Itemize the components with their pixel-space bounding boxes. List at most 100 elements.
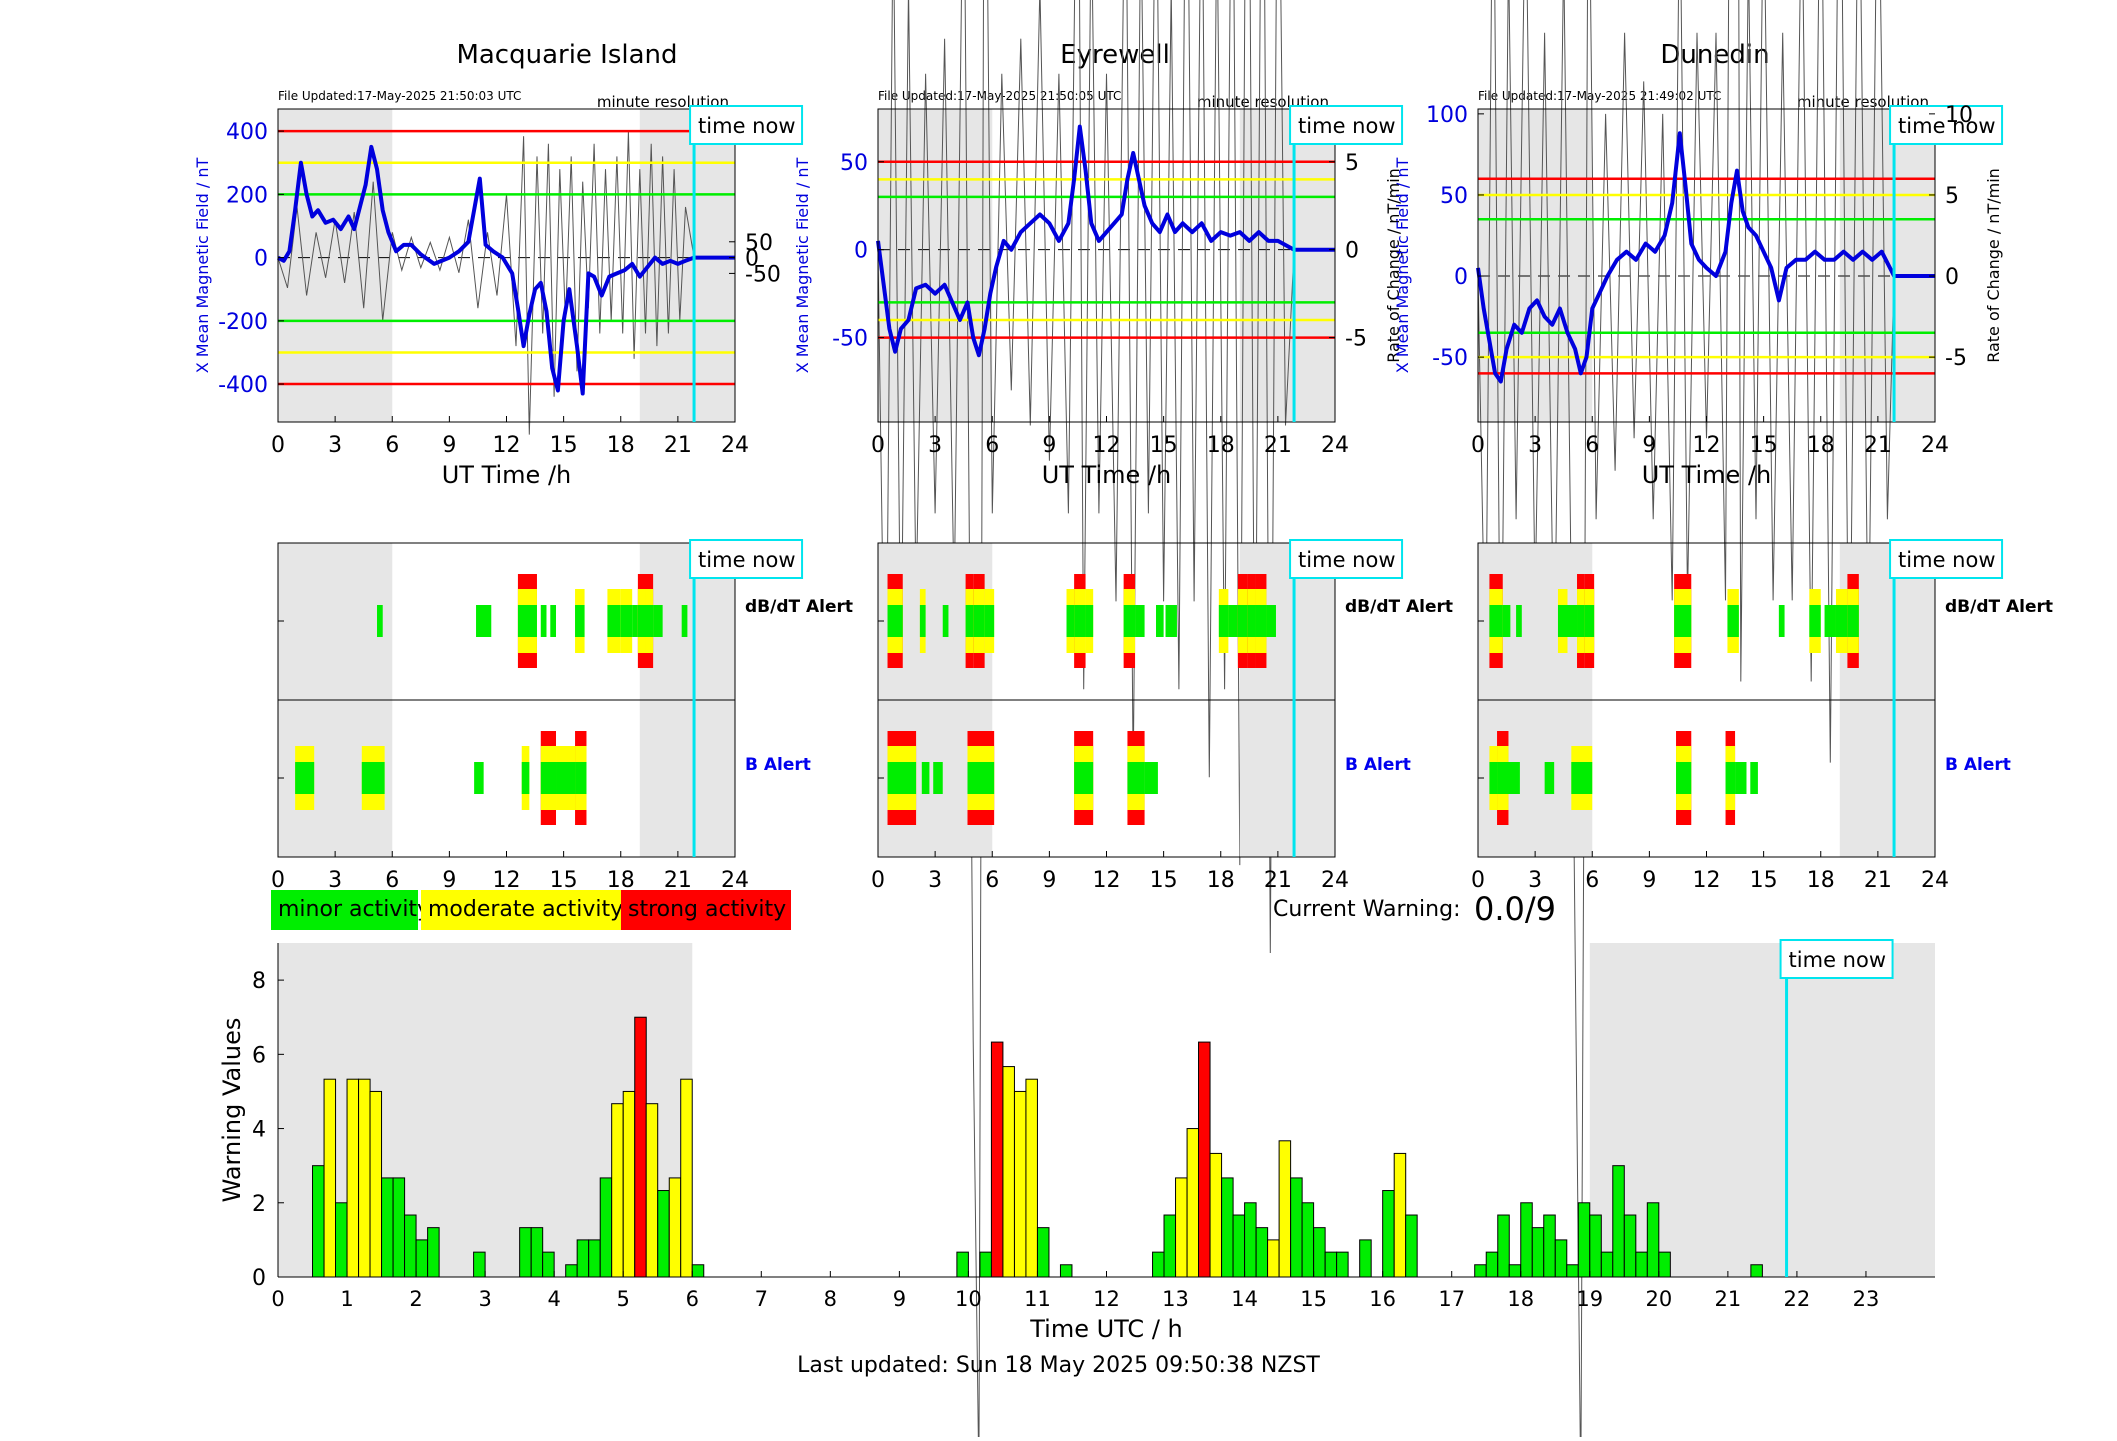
b-alert-minor — [967, 762, 995, 794]
warning-bar — [611, 1103, 624, 1278]
dbdt-alert-minor — [540, 605, 547, 637]
warning-bar — [1658, 1251, 1671, 1278]
dbdt-alert-minor — [1727, 605, 1739, 637]
dbdt-alert-minor — [517, 605, 537, 637]
warning-bar — [312, 1165, 325, 1278]
dbdt-alert-minor — [575, 605, 585, 637]
dbdt-alert-minor — [1809, 605, 1821, 637]
x-tick-label: 6 — [385, 868, 399, 893]
dbdt-alert-minor — [550, 605, 557, 637]
dbdt-alert-minor — [637, 605, 646, 637]
warning-bar — [1520, 1202, 1533, 1278]
warning-bar — [415, 1239, 429, 1278]
warning-bar — [657, 1190, 670, 1278]
warning-bar — [1359, 1239, 1372, 1278]
magnetometer-panel-2: Eyrewell File Updated:17-May-2025 21:50:0… — [793, 0, 1404, 1441]
dbdt-alert-minor — [1165, 605, 1177, 637]
x-tick-label: 6 — [985, 868, 999, 893]
x-tick-label: 3 — [328, 433, 342, 458]
x-tick-label: 16 — [1369, 1287, 1396, 1311]
time-now-box — [689, 539, 804, 579]
dbdt-alert-minor — [942, 605, 949, 637]
night-shade — [878, 109, 993, 422]
warning-bar — [1600, 1251, 1614, 1278]
b-alert-minor — [521, 762, 530, 794]
y-tick-label-left: -50 — [832, 327, 868, 352]
b-alert-minor — [1750, 762, 1758, 794]
b-alert-minor — [1502, 762, 1520, 794]
warning-bar — [1313, 1227, 1326, 1278]
dbdt-alert-minor — [1123, 605, 1136, 637]
x-axis-label: UT Time /h — [1642, 461, 1772, 489]
x-tick-label: 7 — [755, 1287, 768, 1311]
x-tick-label: 12 — [493, 433, 521, 458]
dbdt-alert-minor — [1228, 605, 1238, 637]
dbdt-alert-minor — [965, 605, 974, 637]
x-tick-label: 15 — [1150, 868, 1178, 893]
b-alert-minor — [921, 762, 930, 794]
warning-bar — [1290, 1177, 1303, 1278]
y-tick-label-left: 0 — [854, 239, 868, 264]
time-now-label: time now — [1298, 114, 1395, 138]
dbdt-alert-minor — [1135, 605, 1145, 637]
activity-legend: minor activity moderate activity strong … — [271, 890, 791, 930]
rate-of-change-trace — [1477, 0, 1895, 1441]
b-alert-minor — [556, 762, 576, 794]
x-tick-label: 15 — [550, 433, 578, 458]
dbdt-alert-minor — [1674, 605, 1692, 637]
b-alert-minor — [1144, 762, 1158, 794]
x-tick-label: 18 — [1507, 1287, 1534, 1311]
warning-bar — [1198, 1041, 1211, 1278]
x-tick-label: 12 — [1693, 433, 1721, 458]
x-axis-label: UT Time /h — [442, 461, 572, 489]
x-tick-label: 22 — [1784, 1287, 1811, 1311]
x-tick-label: 24 — [721, 868, 749, 893]
b-alert-label: B Alert — [745, 755, 811, 775]
warning-bar — [1324, 1251, 1338, 1278]
legend-strong-activity: strong activity — [621, 890, 791, 930]
warning-bar — [990, 1041, 1004, 1278]
time-now-label: time now — [1789, 948, 1886, 972]
x-tick-label: 3 — [928, 868, 942, 893]
x-tick-label: 12 — [493, 868, 521, 893]
dbdt-alert-label: dB/dT Alert — [1945, 597, 2053, 617]
x-tick-label: 12 — [1093, 868, 1121, 893]
dbdt-alert-minor — [1489, 605, 1503, 637]
warning-bar — [1209, 1152, 1223, 1278]
alert-panel-3: time now dB/dT Alert B Alert 0 3 6 9 12 15 18 21 24 — [1471, 539, 2053, 893]
warning-bar — [1186, 1128, 1200, 1278]
x-tick-label: 4 — [547, 1287, 560, 1311]
b-alert-minor — [474, 762, 484, 794]
x-tick-label: 15 — [1150, 433, 1178, 458]
warning-bar — [519, 1227, 532, 1278]
y-tick-label-right: -5 — [1345, 327, 1367, 352]
x-tick-label: 3 — [1528, 433, 1542, 458]
y-tick-label-right: 10 — [1945, 103, 1973, 128]
y-tick-label-left: -50 — [1432, 346, 1468, 371]
dbdt-alert-minor — [919, 605, 926, 637]
warning-bar — [634, 1016, 647, 1278]
x-mean-field-trace — [1476, 131, 1935, 384]
x-tick-label: 0 — [871, 433, 885, 458]
night-shade — [639, 109, 735, 422]
y-tick-label-right: 50 — [745, 231, 773, 256]
y-tick-label-right: -50 — [745, 262, 781, 287]
warning-bar — [1002, 1066, 1015, 1278]
warning-bar — [1577, 1202, 1591, 1278]
x-tick-label: 0 — [871, 868, 885, 893]
y-tick-label-right: 0 — [745, 247, 759, 272]
x-tick-label: 6 — [385, 433, 399, 458]
warning-bar — [1036, 1227, 1050, 1278]
x-tick-label: 12 — [1693, 868, 1721, 893]
dbdt-alert-minor — [984, 605, 995, 637]
x-tick-label: 21 — [664, 433, 692, 458]
y-axis-label-left: X Mean Magnetic Field / nT — [193, 158, 212, 374]
file-updated-text: File Updated:17-May-2025 21:50:03 UTC — [278, 89, 521, 103]
station-title: Eyrewell — [1060, 40, 1170, 70]
dbdt-alert-minor — [681, 605, 688, 637]
night-shade — [1239, 109, 1335, 422]
dbdt-alert-minor — [1074, 605, 1086, 637]
dbdt-alert-minor — [1516, 605, 1522, 637]
